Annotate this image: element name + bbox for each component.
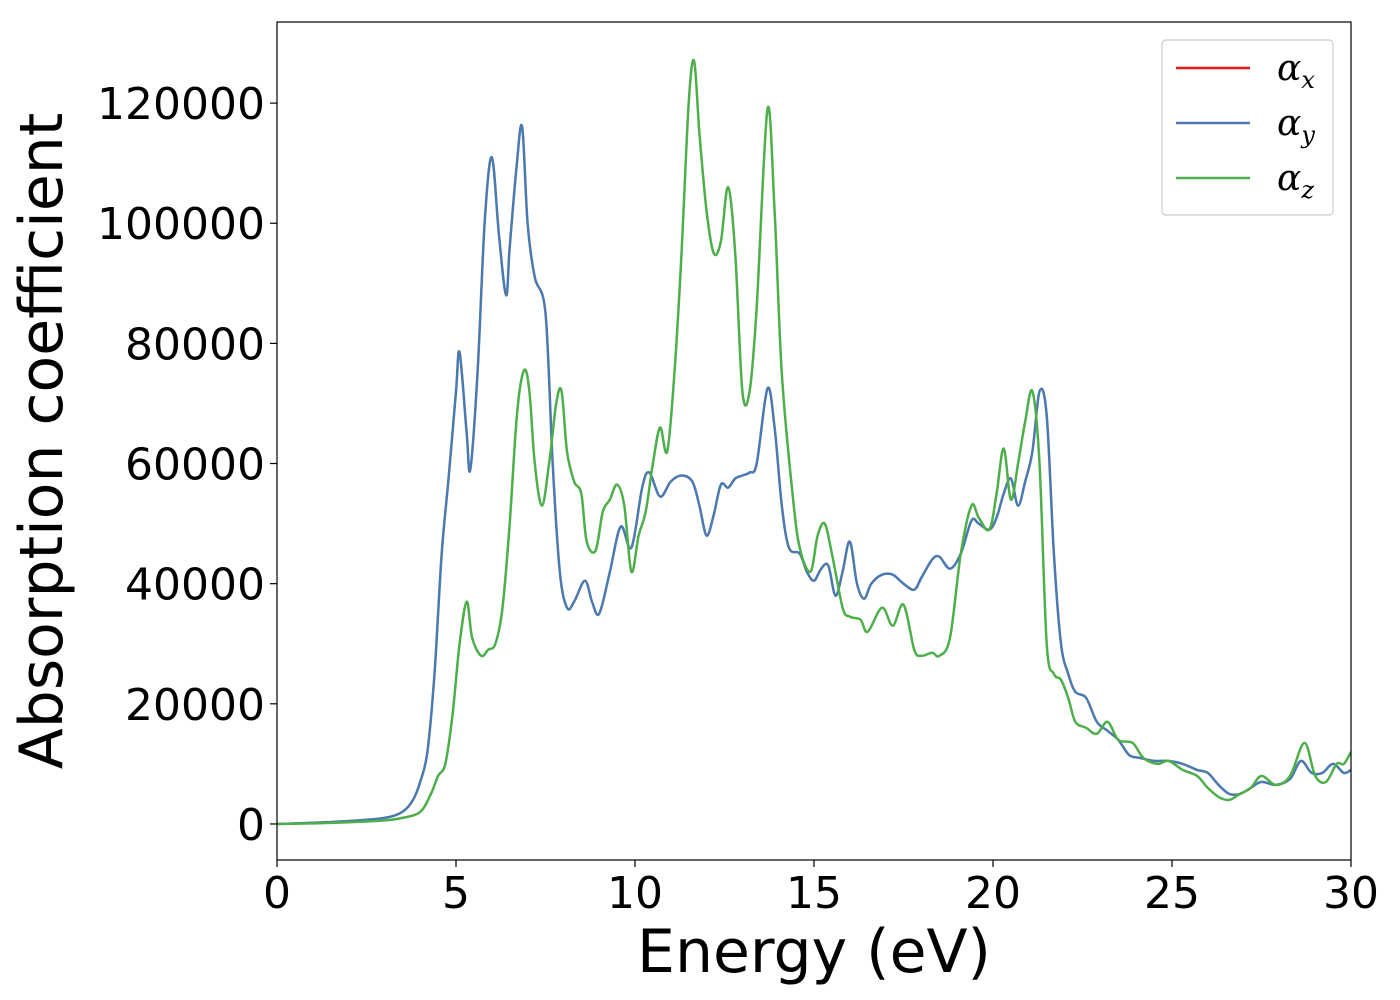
x-tick-label: 20	[965, 868, 1021, 919]
y-tick-label: 60000	[125, 440, 265, 491]
y-tick-label: 0	[237, 800, 265, 851]
y-tick-label: 80000	[125, 319, 265, 370]
x-tick-label: 0	[263, 868, 291, 919]
plot-lines	[277, 58, 1351, 826]
x-tick-label: 10	[607, 868, 663, 919]
series-line-y	[277, 123, 1351, 826]
legend: αx αy αz	[1161, 39, 1334, 216]
x-axis-ticks: 0 5 10 15 20 25 30	[263, 860, 1379, 919]
x-tick-label: 5	[442, 868, 470, 919]
x-tick-label: 25	[1144, 868, 1200, 919]
x-axis-label: Energy (eV)	[637, 917, 991, 987]
legend-label-x: αx	[1277, 48, 1315, 94]
y-axis-label: Absorption coefficient	[7, 113, 77, 770]
series-line-z	[277, 58, 1351, 826]
y-axis-ticks: 0 20000 40000 60000 80000 100000 120000	[97, 79, 277, 851]
legend-box	[1161, 39, 1334, 216]
y-tick-label: 20000	[125, 680, 265, 731]
legend-label-y: αy	[1277, 103, 1315, 149]
y-tick-label: 120000	[97, 79, 265, 130]
x-tick-label: 15	[786, 868, 842, 919]
x-tick-label: 30	[1323, 868, 1379, 919]
legend-label-z: αz	[1277, 158, 1314, 204]
y-tick-label: 40000	[125, 560, 265, 611]
y-tick-label: 100000	[97, 199, 265, 250]
series-line-x	[277, 123, 1351, 825]
